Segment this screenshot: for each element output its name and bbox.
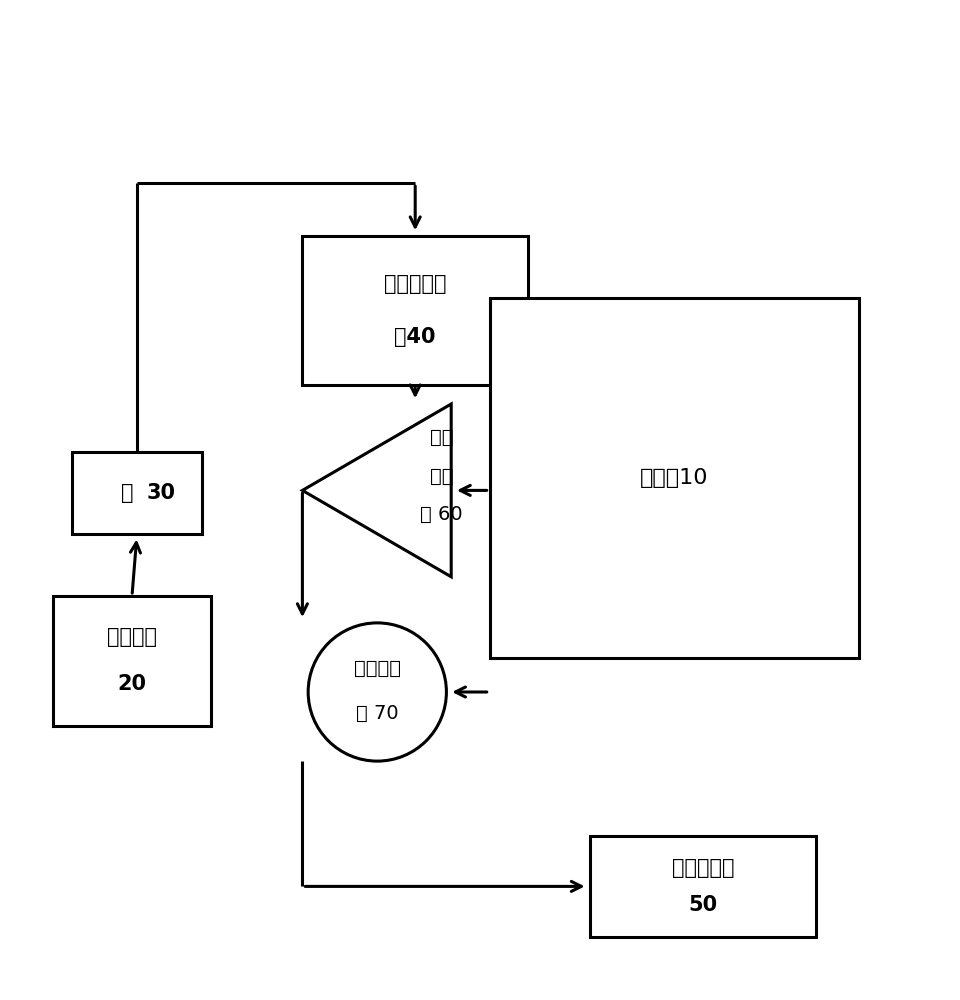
Text: 罐40: 罐40 — [395, 327, 436, 347]
Text: 20: 20 — [117, 674, 147, 694]
Text: 助焊剂存储: 助焊剂存储 — [384, 274, 446, 294]
Text: 器 70: 器 70 — [356, 704, 398, 723]
Bar — [490, 298, 859, 658]
Text: 流量: 流量 — [430, 428, 453, 447]
Text: 助焊剂桶: 助焊剂桶 — [107, 627, 157, 647]
Bar — [53, 596, 211, 726]
Bar — [590, 836, 816, 937]
Polygon shape — [302, 404, 451, 577]
Text: 泵: 泵 — [121, 483, 133, 503]
Text: 控制器10: 控制器10 — [640, 468, 708, 488]
Text: 助焊剂喷咀: 助焊剂喷咀 — [672, 858, 734, 878]
Bar — [72, 452, 202, 534]
Text: 流量传感: 流量传感 — [354, 658, 400, 678]
Text: 阀 60: 阀 60 — [420, 505, 463, 524]
Circle shape — [308, 623, 446, 761]
Text: 调节: 调节 — [430, 466, 453, 486]
Text: 30: 30 — [146, 483, 176, 503]
Text: 50: 50 — [688, 895, 718, 915]
Bar — [302, 236, 528, 385]
